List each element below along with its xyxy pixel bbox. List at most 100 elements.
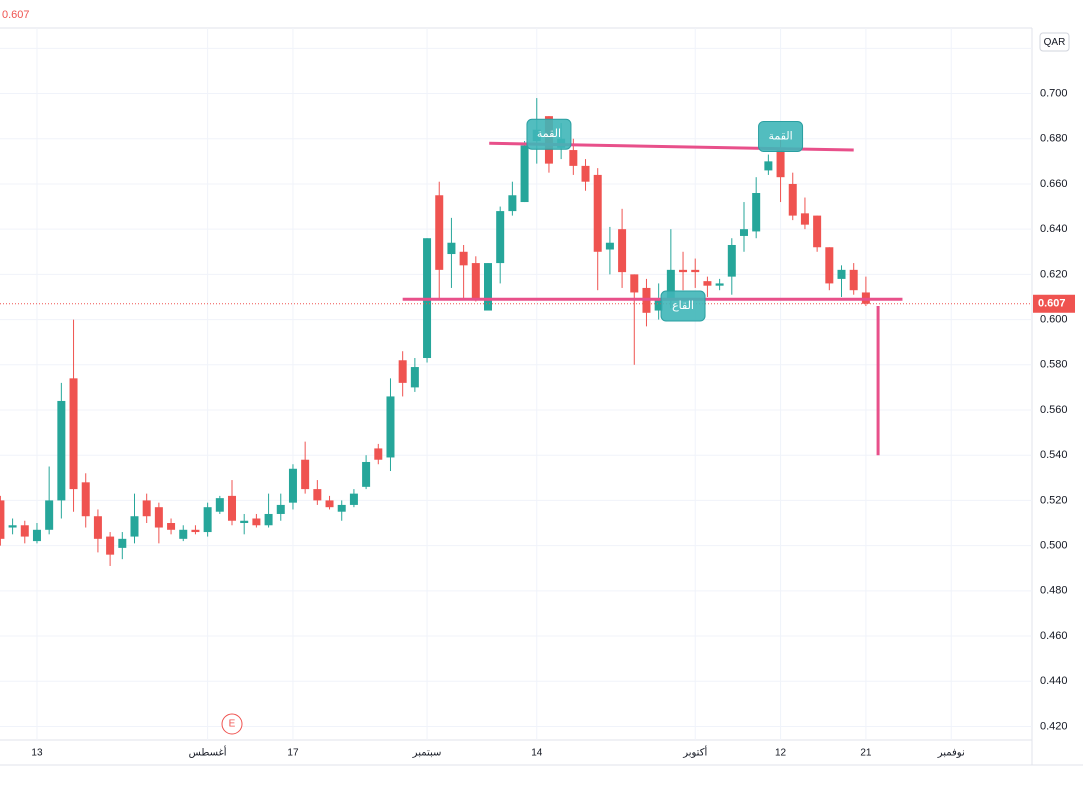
candle-body — [630, 274, 639, 293]
candle-body — [691, 269, 700, 273]
label-text: القاع — [672, 300, 694, 312]
x-tick-label: 21 — [860, 748, 872, 759]
y-tick-label: 0.420 — [1040, 720, 1068, 732]
x-tick-label: أغسطس — [189, 746, 227, 759]
y-tick-label: 0.600 — [1040, 313, 1068, 325]
candle-body — [727, 244, 736, 277]
candle-body — [447, 242, 456, 255]
candle-body — [752, 193, 761, 232]
y-tick-label: 0.460 — [1040, 630, 1068, 642]
x-tick-label: أكتوبر — [682, 746, 707, 759]
candle-body — [654, 299, 663, 311]
candle-body — [825, 247, 834, 284]
x-tick-label: 13 — [31, 748, 43, 759]
candle-body — [398, 360, 407, 383]
candle-body — [288, 468, 297, 503]
candle-body — [703, 281, 712, 286]
candle-body — [93, 516, 102, 539]
candle-body — [496, 211, 505, 264]
candle-body — [264, 513, 273, 526]
candle-body — [69, 378, 78, 490]
x-tick-label: 12 — [775, 748, 787, 759]
candle-body — [374, 448, 383, 460]
y-tick-label: 0.680 — [1040, 133, 1068, 145]
candle-body — [313, 489, 322, 501]
grid: 0.420 0.440 0.460 0.480 0.500 0.520 0.540 0.560… — [0, 28, 1068, 759]
candle-body — [240, 520, 249, 524]
x-tick-label: 14 — [531, 748, 543, 759]
price-header: 0.607 — [2, 9, 30, 21]
candle-body — [130, 516, 139, 537]
candle-body — [228, 495, 237, 521]
candle-body — [57, 400, 66, 501]
candle-body — [349, 493, 358, 505]
candle-body — [569, 150, 578, 166]
candle-body — [301, 459, 310, 490]
candle-body — [849, 269, 858, 291]
candle-body — [325, 500, 334, 508]
candle-body — [813, 215, 822, 248]
candle-body — [605, 242, 614, 250]
candle-body — [435, 195, 444, 270]
candle-body — [581, 165, 590, 182]
candle-body — [618, 229, 627, 273]
candle-body — [508, 195, 517, 212]
candle-body — [252, 518, 261, 526]
candle-body — [459, 251, 468, 266]
y-tick-label: 0.560 — [1040, 404, 1068, 416]
candle-body — [118, 538, 127, 548]
candle-body — [788, 183, 797, 216]
label-box — [660, 290, 706, 322]
candle-body — [715, 283, 724, 286]
x-tick-label: سبتمبر — [412, 748, 442, 759]
candle-body — [776, 147, 785, 178]
candle-body — [0, 500, 5, 539]
overlay: 0.607 القمة القمة القاع E — [0, 118, 1075, 735]
candle-body — [32, 529, 41, 542]
candle-body — [81, 482, 90, 517]
currency[interactable]: QAR — [1044, 37, 1066, 48]
candle-body — [215, 498, 224, 512]
candle-body — [276, 504, 285, 514]
candle-body — [410, 367, 419, 388]
candle-body — [739, 229, 748, 236]
candle-body — [203, 507, 212, 533]
y-tick-label: 0.540 — [1040, 449, 1068, 461]
candle-body — [20, 525, 29, 537]
y-tick-label: 0.640 — [1040, 223, 1068, 235]
candle-body — [45, 500, 54, 530]
event-text[interactable]: E — [229, 719, 236, 730]
candle-body — [679, 269, 688, 273]
candle-body — [179, 529, 188, 539]
candle-body — [142, 500, 151, 517]
last-price-box — [1033, 294, 1075, 313]
x-tick-label: نوفمبر — [937, 748, 965, 759]
y-tick-label: 0.440 — [1040, 675, 1068, 687]
candle-body — [471, 263, 480, 300]
candle-body — [484, 263, 492, 311]
label-box — [526, 118, 572, 150]
candle-body — [154, 507, 163, 528]
candle-body — [167, 523, 176, 530]
candle-body — [666, 269, 675, 300]
y-tick-label: 0.500 — [1040, 540, 1068, 552]
candle-body — [106, 536, 115, 555]
label-box — [758, 120, 804, 152]
candle-body — [837, 269, 846, 279]
currency-box[interactable] — [1039, 32, 1070, 52]
candle-body — [8, 525, 17, 528]
y-tick-label: 0.480 — [1040, 585, 1068, 597]
candle-body — [191, 529, 200, 533]
y-tick-label: 0.700 — [1040, 87, 1068, 99]
candle-body — [386, 396, 395, 458]
event-marker[interactable] — [221, 713, 243, 735]
last-price-label: 0.607 — [1038, 298, 1066, 310]
y-tick-label: 0.580 — [1040, 359, 1068, 371]
candle-body — [520, 145, 529, 203]
x-tick-label: 17 — [287, 748, 299, 759]
candle-body — [764, 161, 773, 171]
candle-body — [800, 213, 809, 225]
y-tick-label: 0.520 — [1040, 494, 1068, 506]
label-text: القمة — [768, 130, 792, 142]
